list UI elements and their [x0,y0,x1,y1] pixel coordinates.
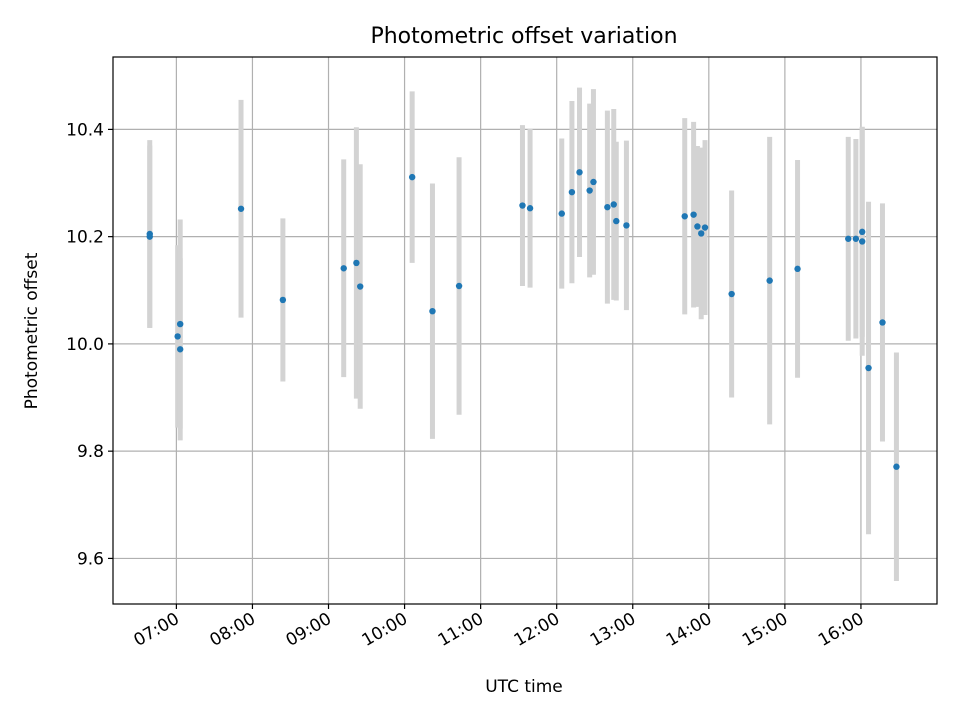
data-point [845,235,852,242]
data-point [237,205,245,212]
y-tick-label: 10.2 [66,228,104,248]
data-point [455,282,463,290]
x-axis-ticks: 07:00 08:00 09:00 10:00 11:00 12:00 13:00 14:00… [130,604,867,651]
grid-lines [113,57,937,604]
data-point [694,223,701,230]
data-point [610,201,617,208]
data-point [865,364,872,372]
x-tick-label: 10:00 [359,609,411,651]
x-tick-label: 12:00 [511,609,563,651]
data-point [681,213,688,220]
data-point [279,296,287,304]
data-points [146,169,900,470]
x-tick-label: 15:00 [739,609,791,651]
x-axis-label: UTC time [485,677,563,697]
data-point [879,319,886,326]
data-point [568,188,576,196]
x-tick-label: 07:00 [130,609,182,651]
x-tick-label: 08:00 [207,609,259,651]
data-point [623,222,630,229]
y-tick-label: 10.4 [66,120,104,140]
y-tick-label: 9.6 [77,549,104,569]
data-point [859,228,866,236]
data-point [176,320,184,328]
data-point [604,203,611,211]
data-point [519,202,526,209]
y-axis-label: Photometric offset [22,252,42,409]
y-tick-label: 10.0 [66,335,104,355]
data-point [353,259,360,267]
y-tick-label: 9.8 [77,442,104,462]
data-point [586,187,593,194]
data-point [613,217,620,225]
x-tick-label: 16:00 [815,609,867,651]
data-point [794,265,801,273]
data-point [859,238,866,245]
data-point [340,265,347,272]
data-point [698,230,705,237]
x-tick-label: 11:00 [435,609,487,651]
data-point [590,178,597,186]
data-point [690,211,697,218]
y-axis-ticks: 9.6 9.8 10.0 10.2 10.4 [66,120,113,569]
x-tick-label: 09:00 [283,609,335,651]
data-point [576,169,583,176]
data-point [357,283,364,290]
data-point [893,463,900,470]
data-point [766,277,773,284]
data-point [408,173,416,181]
data-point [558,210,565,217]
x-tick-label: 13:00 [587,609,639,651]
data-point [174,333,181,340]
data-point [429,307,436,315]
data-point [701,224,709,231]
plot-area-frame [112,56,938,605]
data-point [146,233,153,240]
data-point [728,290,735,298]
data-point [852,235,860,242]
data-point [176,346,184,353]
x-tick-label: 14:00 [663,609,715,651]
chart-title: Photometric offset variation [370,24,677,49]
data-point [526,205,534,212]
